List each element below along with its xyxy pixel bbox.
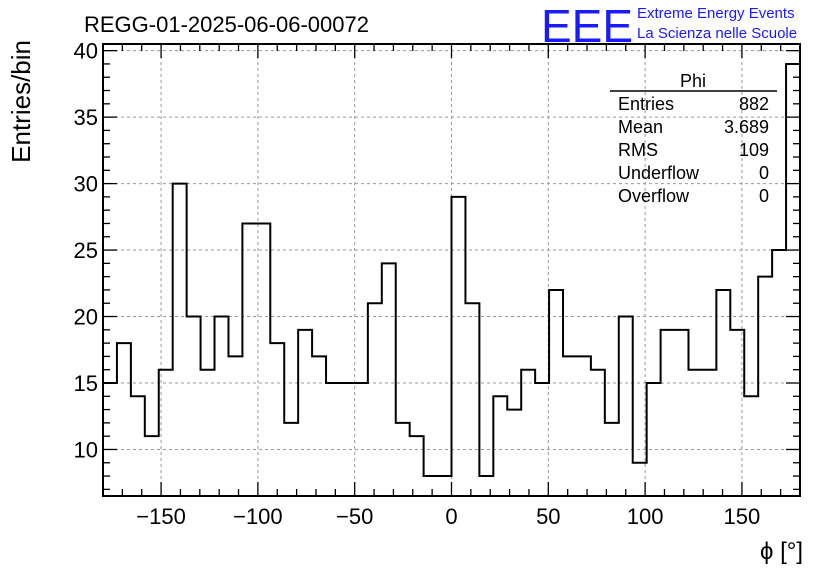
x-tick-label: 150: [724, 504, 761, 529]
stats-label: Mean: [618, 117, 663, 137]
stats-label: Underflow: [618, 163, 700, 183]
y-tick-label: 25: [74, 238, 98, 263]
eee-logo: EEE Extreme Energy Events La Scienza nel…: [541, 0, 797, 52]
y-tick-label: 35: [74, 105, 98, 130]
x-tick-label: −50: [336, 504, 373, 529]
y-tick-label: 20: [74, 305, 98, 330]
stats-value: 109: [739, 140, 769, 160]
stats-title: Phi: [680, 71, 706, 91]
stats-value: 0: [759, 163, 769, 183]
histogram-series: [103, 62, 800, 478]
stats-value: 0: [759, 186, 769, 206]
logo-line-2: La Scienza nelle Scuole: [637, 25, 797, 42]
stats-box: Phi Entries 882 Mean 3.689 RMS 109 Underflow 0 O…: [610, 71, 777, 206]
stats-label: Overflow: [618, 186, 690, 206]
logo-line-1: Extreme Energy Events: [637, 5, 795, 22]
x-tick-label: −100: [233, 504, 283, 529]
plot-frame: [102, 43, 801, 497]
axis-ticks: [102, 44, 801, 496]
stats-value: 882: [739, 94, 769, 114]
chart-title: REGG-01-2025-06-06-00072: [84, 12, 369, 37]
stats-rows: Entries 882 Mean 3.689 RMS 109 Underflow 0 Overf…: [618, 94, 769, 206]
y-axis-label: Entries/bin: [6, 40, 36, 163]
x-tick-label: 0: [445, 504, 457, 529]
y-tick-label: 30: [74, 172, 98, 197]
x-tick-label: −150: [136, 504, 186, 529]
stats-value: 3.689: [724, 117, 769, 137]
x-tick-label: 100: [627, 504, 664, 529]
logo-mark: EEE: [541, 0, 633, 52]
x-tick-label: 50: [536, 504, 560, 529]
y-tick-label: 10: [74, 437, 98, 462]
stats-label: Entries: [618, 94, 674, 114]
tick-labels: −150 −100 −50 0 50 100 150 10 15 20 25 30 35 40: [74, 39, 761, 529]
x-axis-label: ϕ [°]: [760, 538, 803, 565]
stats-label: RMS: [618, 140, 658, 160]
y-tick-label: 15: [74, 371, 98, 396]
y-tick-label: 40: [74, 39, 98, 64]
